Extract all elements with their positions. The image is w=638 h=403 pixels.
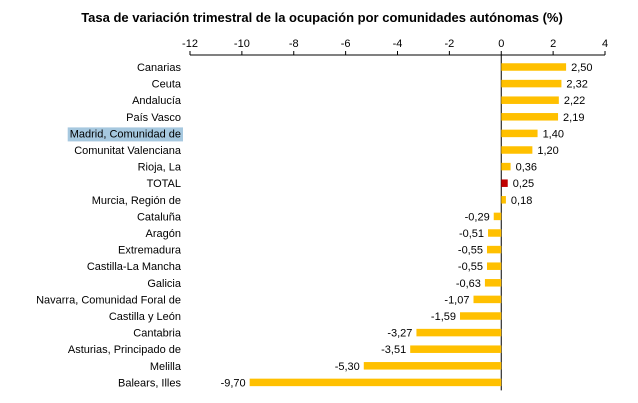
x-tick-label: -6 bbox=[341, 38, 351, 50]
bar bbox=[410, 345, 501, 353]
value-label: 1,40 bbox=[543, 128, 564, 140]
category-label: Canarias bbox=[137, 62, 182, 74]
value-label: 0,25 bbox=[513, 178, 534, 190]
bar bbox=[494, 213, 502, 221]
x-tick-label: -8 bbox=[289, 38, 299, 50]
bar bbox=[364, 362, 501, 370]
category-label: Madrid, Comunidad de bbox=[70, 128, 181, 140]
value-label: 1,20 bbox=[537, 145, 558, 157]
category-label: Rioja, La bbox=[138, 162, 182, 174]
value-label: -0,51 bbox=[459, 228, 484, 240]
x-tick-label: 0 bbox=[498, 38, 504, 50]
value-label: 2,32 bbox=[566, 79, 587, 91]
x-tick-label: 2 bbox=[550, 38, 556, 50]
x-tick-label: -4 bbox=[393, 38, 403, 50]
category-label: Cataluña bbox=[137, 211, 182, 223]
category-label: Melilla bbox=[150, 361, 182, 373]
bar bbox=[487, 262, 501, 270]
category-label: Cantabria bbox=[133, 328, 182, 340]
value-label: -9,70 bbox=[221, 377, 246, 389]
value-label: -1,59 bbox=[431, 311, 456, 323]
value-label: -3,27 bbox=[387, 328, 412, 340]
bar bbox=[501, 80, 561, 88]
category-label: Ceuta bbox=[152, 79, 182, 91]
value-label: -1,07 bbox=[444, 294, 469, 306]
x-tick-label: -10 bbox=[234, 38, 250, 50]
category-label: Castilla-La Mancha bbox=[87, 261, 182, 273]
category-label: País Vasco bbox=[126, 112, 181, 124]
bar bbox=[488, 229, 501, 237]
value-label: -5,30 bbox=[335, 361, 360, 373]
category-label: TOTAL bbox=[147, 178, 181, 190]
value-label: 2,22 bbox=[564, 95, 585, 107]
value-label: -0,55 bbox=[458, 245, 483, 257]
x-tick-label: -12 bbox=[182, 38, 198, 50]
bar bbox=[501, 113, 558, 121]
bar bbox=[416, 329, 501, 337]
category-labels: Canarias Ceuta Andalucía País Vasco Madrid, … bbox=[36, 62, 183, 389]
bar bbox=[485, 279, 501, 287]
value-label: -0,63 bbox=[456, 278, 481, 290]
x-tick-label: -2 bbox=[444, 38, 454, 50]
bar bbox=[501, 130, 537, 138]
category-label: Aragón bbox=[146, 228, 181, 240]
category-label: Asturias, Principado de bbox=[68, 344, 181, 356]
bar bbox=[501, 196, 506, 204]
chart-title: Tasa de variación trimestral de la ocupa… bbox=[81, 10, 563, 25]
value-label: 0,18 bbox=[511, 195, 532, 207]
value-label: -0,29 bbox=[465, 211, 490, 223]
chart: Tasa de variación trimestral de la ocupa… bbox=[0, 0, 638, 403]
category-label: Balears, Illes bbox=[118, 377, 181, 389]
value-label: 2,50 bbox=[571, 62, 592, 74]
bar bbox=[501, 163, 510, 171]
bar bbox=[487, 246, 501, 254]
value-label: -3,51 bbox=[381, 344, 406, 356]
bar bbox=[473, 296, 501, 304]
category-label: Extremadura bbox=[118, 245, 182, 257]
x-tick-label: 4 bbox=[602, 38, 608, 50]
category-label: Castilla y León bbox=[109, 311, 181, 323]
bar bbox=[501, 63, 566, 71]
bar bbox=[501, 96, 559, 104]
bar bbox=[501, 146, 532, 154]
category-label: Galicia bbox=[147, 278, 182, 290]
category-label: Navarra, Comunidad Foral de bbox=[36, 294, 181, 306]
bar bbox=[501, 179, 507, 187]
value-label: -0,55 bbox=[458, 261, 483, 273]
category-label: Murcia, Región de bbox=[92, 195, 181, 207]
bar bbox=[460, 312, 501, 320]
category-label: Comunitat Valenciana bbox=[74, 145, 182, 157]
bar bbox=[250, 379, 502, 387]
value-label: 0,36 bbox=[516, 162, 537, 174]
value-labels: 2,50 2,32 2,22 2,19 1,40 1,200,36 0,25 0,18 -0,2… bbox=[221, 62, 593, 389]
value-label: 2,19 bbox=[563, 112, 584, 124]
category-label: Andalucía bbox=[132, 95, 182, 107]
